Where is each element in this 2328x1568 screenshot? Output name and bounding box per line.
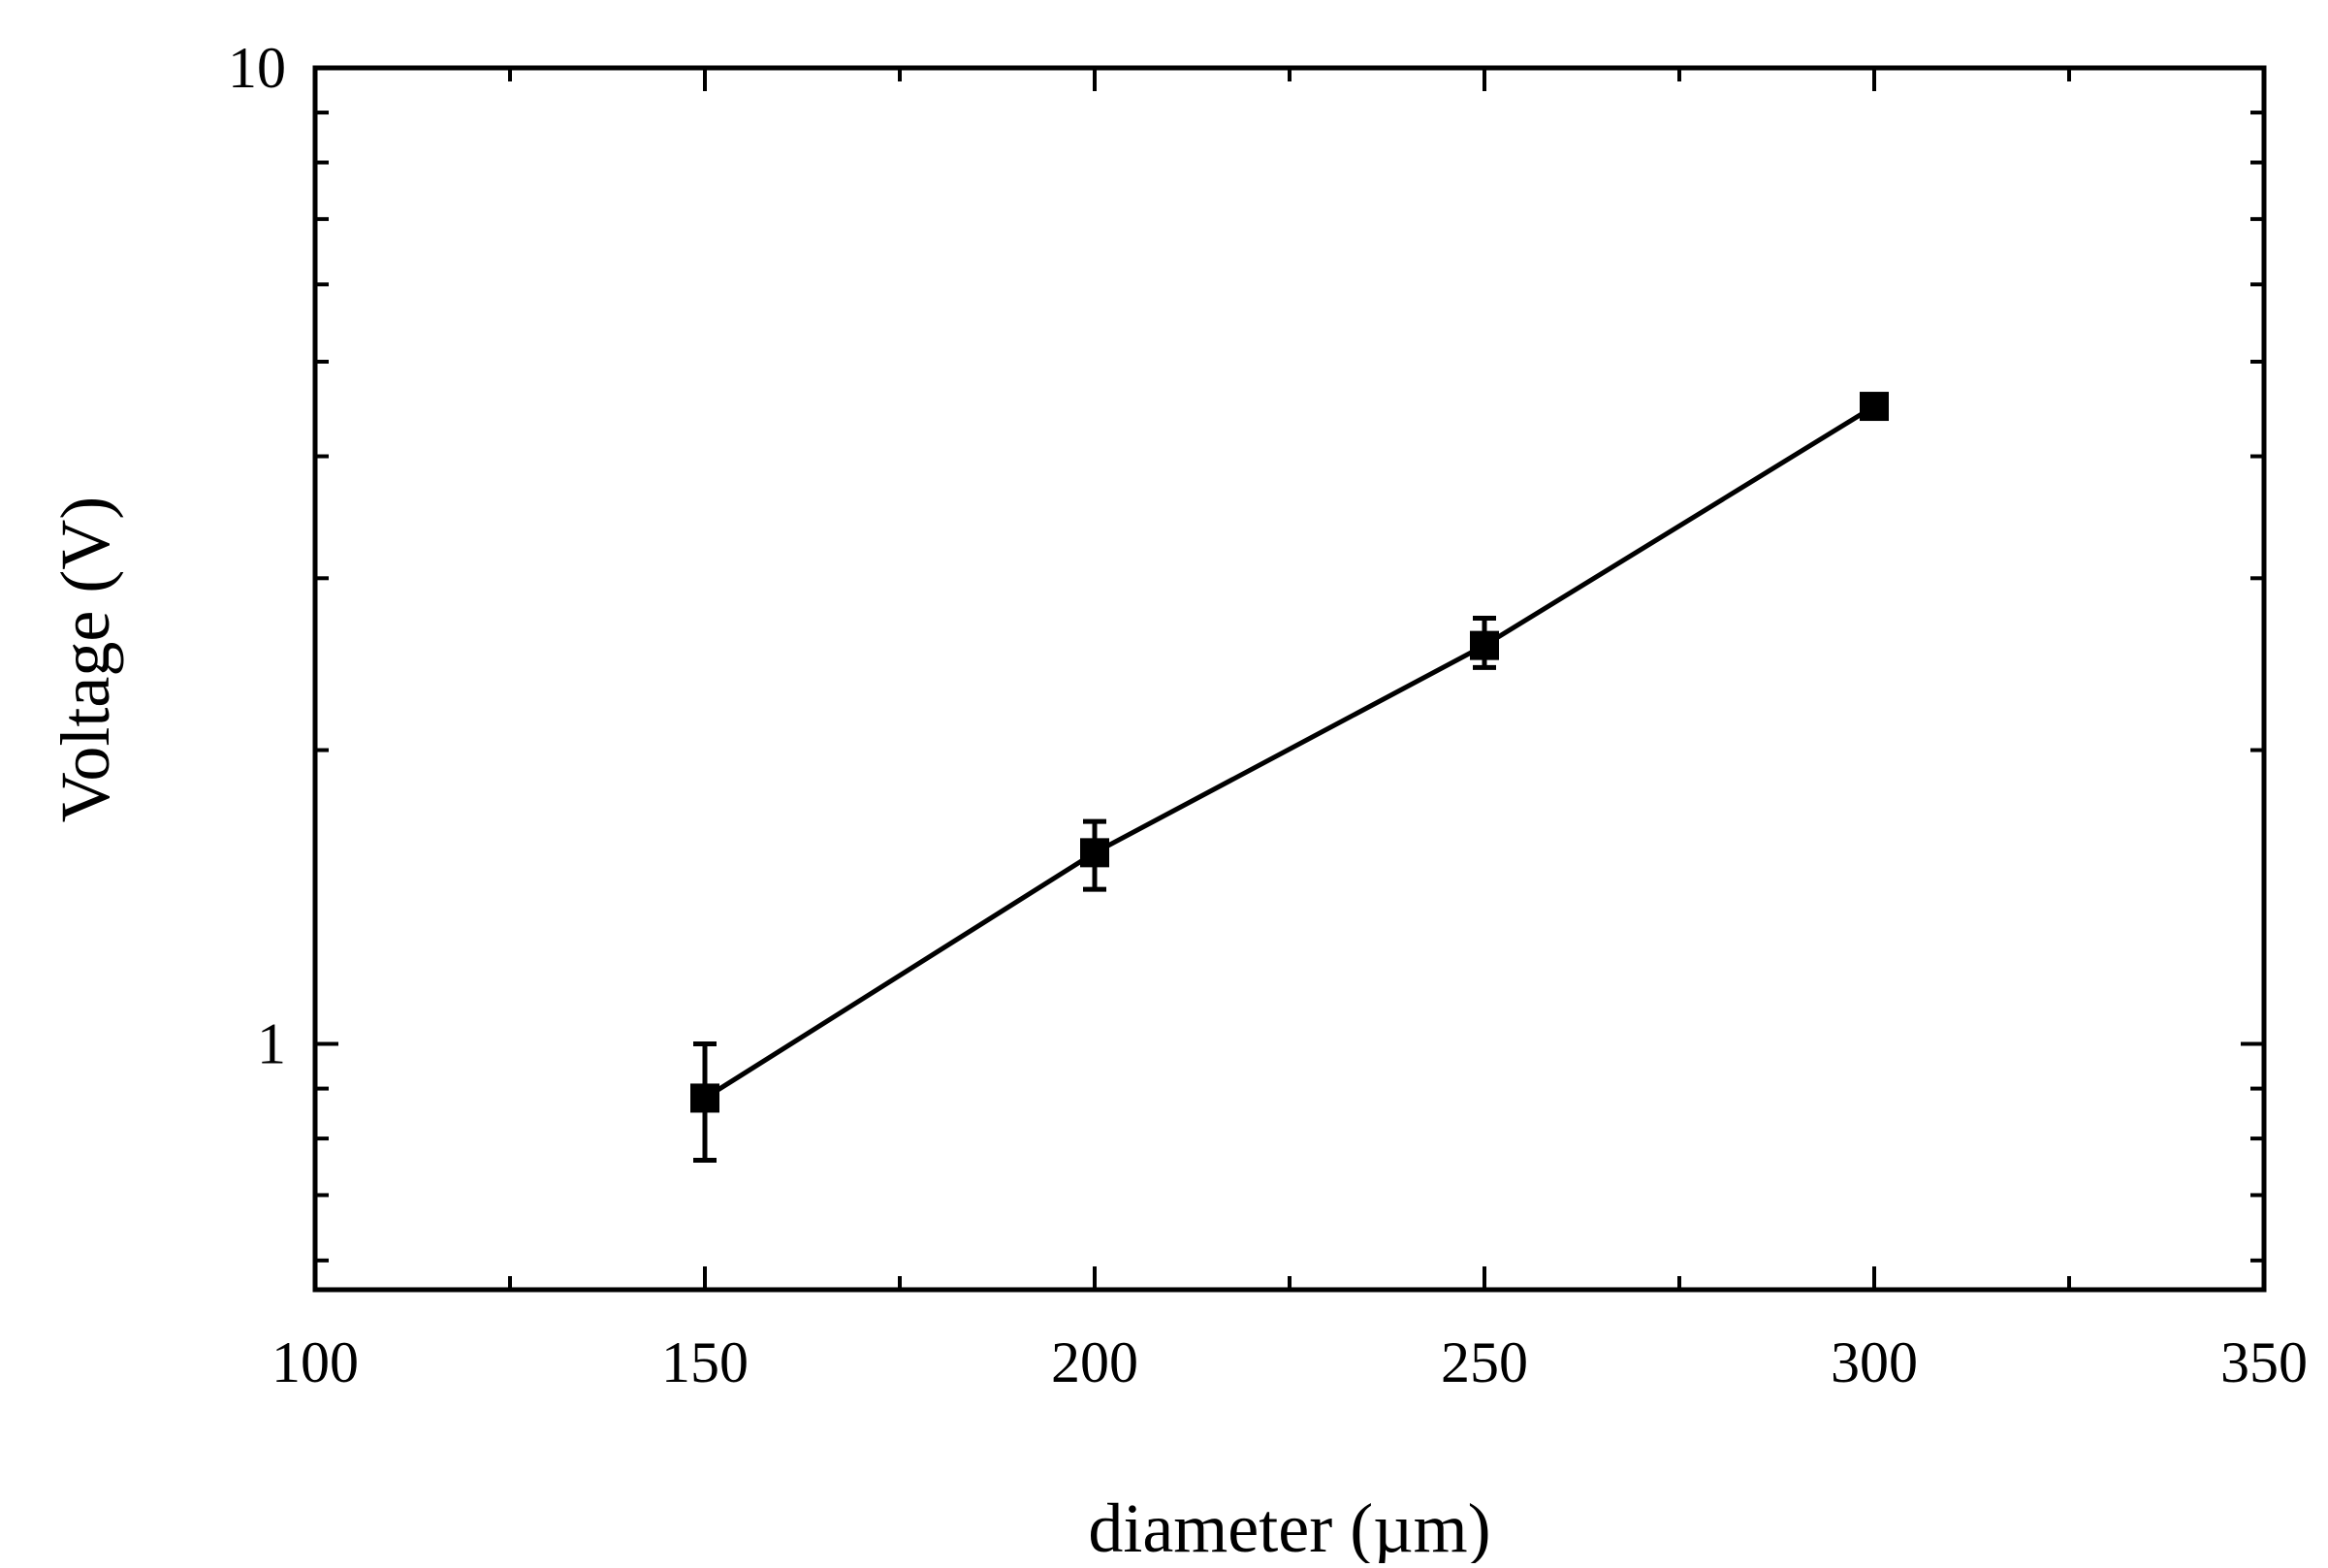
- x-axis-title: diameter (µm): [1088, 1489, 1490, 1563]
- y-axis-title: Voltage (V): [47, 496, 124, 823]
- data-point-marker: [1470, 630, 1499, 660]
- x-tick-labels: 100 150 200 250 300 350: [271, 1330, 2308, 1394]
- data-point-marker: [1080, 838, 1109, 868]
- x-tick-label: 350: [2220, 1330, 2308, 1394]
- x-tick-label: 100: [271, 1330, 359, 1394]
- minor-ticks: [315, 68, 2264, 1290]
- y-tick-label: 1: [257, 1012, 286, 1076]
- series-layer: [690, 392, 1889, 1164]
- y-tick-label: 10: [228, 36, 286, 100]
- x-tick-label: 200: [1051, 1330, 1138, 1394]
- y-tick-labels: 1 10: [228, 36, 286, 1076]
- plot-frame: [312, 65, 2267, 1293]
- x-tick-label: 300: [1831, 1330, 1918, 1394]
- data-point-marker: [1860, 392, 1889, 422]
- data-point-marker: [690, 1083, 719, 1113]
- x-tick-label: 250: [1441, 1330, 1528, 1394]
- series-line: [703, 403, 1876, 1101]
- major-ticks: [313, 66, 2266, 1290]
- x-tick-label: 150: [661, 1330, 749, 1394]
